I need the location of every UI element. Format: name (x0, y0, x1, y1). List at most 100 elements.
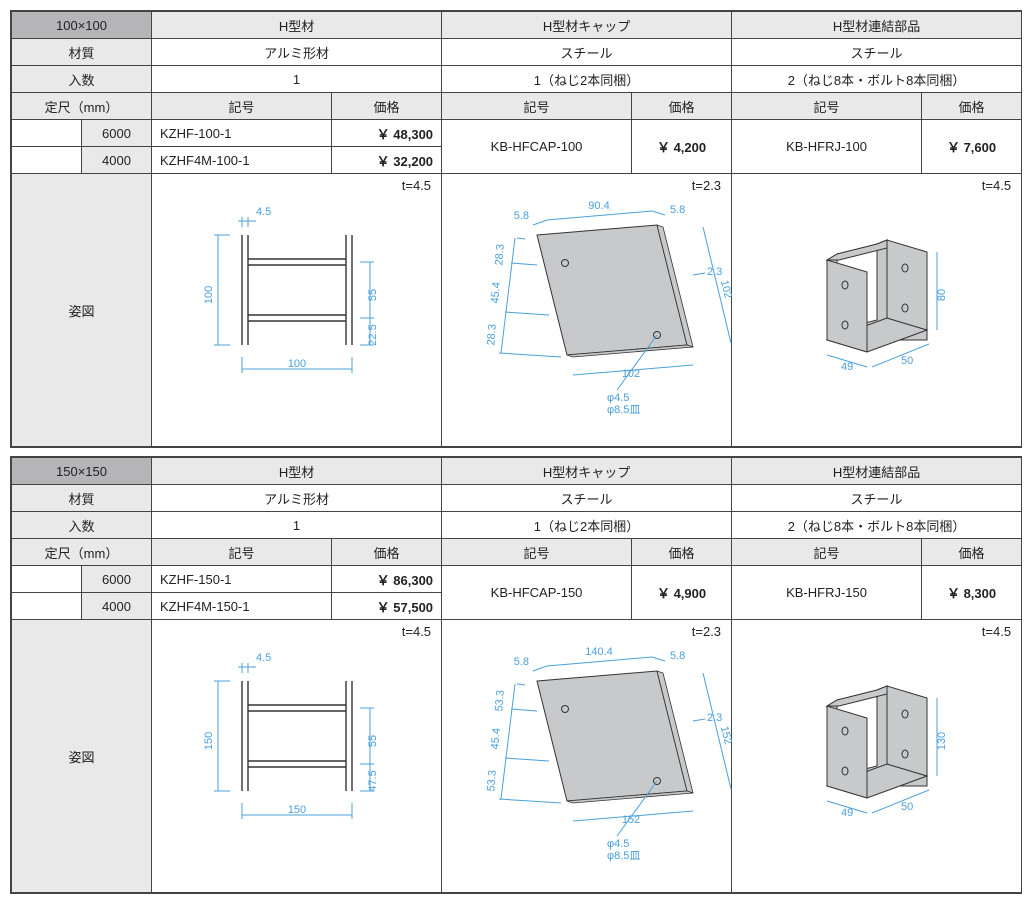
code: KB-HFRJ-100 (732, 120, 922, 174)
svg-text:152: 152 (621, 814, 639, 826)
svg-text:5.8: 5.8 (670, 204, 685, 216)
figure-hbeam: t=4.5 4.5 100 100 55 22 (152, 174, 442, 447)
length: 4000 (82, 593, 152, 620)
subhead: 価格 (332, 93, 442, 120)
cell: アルミ形材 (152, 39, 442, 66)
code: KB-HFRJ-150 (732, 566, 922, 620)
svg-text:100: 100 (287, 358, 305, 370)
subhead: 記号 (152, 93, 332, 120)
svg-text:50: 50 (901, 355, 913, 367)
price: ￥ 86,300 (332, 566, 442, 593)
cell: 1（ねじ2本同梱） (442, 66, 732, 93)
price: ￥ 7,600 (922, 120, 1022, 174)
svg-text:22.5: 22.5 (367, 324, 379, 345)
code: KB-HFCAP-100 (442, 120, 632, 174)
row-label: 入数 (12, 66, 152, 93)
svg-text:φ4.5: φ4.5 (607, 392, 629, 404)
svg-text:4.5: 4.5 (256, 652, 271, 664)
row-label: 定尺（mm） (12, 93, 152, 120)
cell: スチール (732, 485, 1022, 512)
price: ￥ 32,200 (332, 147, 442, 174)
length: 6000 (82, 566, 152, 593)
size-header: 100×100 (12, 12, 152, 39)
size-header: 150×150 (12, 458, 152, 485)
svg-text:49: 49 (841, 361, 853, 373)
col-header: H型材連結部品 (732, 12, 1022, 39)
svg-text:140.4: 140.4 (585, 646, 613, 658)
svg-text:45.4: 45.4 (489, 282, 502, 304)
thickness-note: t=4.5 (982, 178, 1011, 193)
col-header: H型材連結部品 (732, 458, 1022, 485)
cell: スチール (732, 39, 1022, 66)
svg-text:φ4.5: φ4.5 (607, 838, 629, 850)
code: KB-HFCAP-150 (442, 566, 632, 620)
cell: スチール (442, 39, 732, 66)
svg-text:5.8: 5.8 (513, 210, 528, 222)
svg-text:45.4: 45.4 (489, 728, 502, 750)
figure-label: 姿図 (12, 174, 152, 447)
svg-text:150: 150 (203, 732, 215, 750)
subhead: 価格 (922, 539, 1022, 566)
svg-text:80: 80 (936, 289, 948, 301)
subhead: 記号 (442, 93, 632, 120)
cell: アルミ形材 (152, 485, 442, 512)
figure-label: 姿図 (12, 620, 152, 893)
svg-text:φ8.5皿: φ8.5皿 (607, 404, 640, 416)
subhead: 価格 (632, 93, 732, 120)
thickness-note: t=2.3 (692, 178, 721, 193)
svg-text:55: 55 (367, 289, 379, 301)
row-label: 材質 (12, 485, 152, 512)
price: ￥ 4,200 (632, 120, 732, 174)
cell: 2（ねじ8本・ボルト8本同梱） (732, 512, 1022, 539)
thickness-note: t=4.5 (402, 624, 431, 639)
cell: 1（ねじ2本同梱） (442, 512, 732, 539)
row-label: 定尺（mm） (12, 539, 152, 566)
thickness-note: t=4.5 (982, 624, 1011, 639)
spec-table: 100×100 H型材 H型材キャップ H型材連結部品 材質 アルミ形材 スチー… (11, 11, 1022, 447)
code: KZHF-100-1 (152, 120, 332, 147)
thickness-note: t=2.3 (692, 624, 721, 639)
svg-text:5.8: 5.8 (670, 650, 685, 662)
svg-text:100: 100 (203, 286, 215, 304)
spec-block-1: 150×150 H型材 H型材キャップ H型材連結部品 材質 アルミ形材 スチー… (10, 456, 1022, 894)
svg-text:49: 49 (841, 807, 853, 819)
col-header: H型材キャップ (442, 458, 732, 485)
svg-text:150: 150 (287, 804, 305, 816)
code: KZHF4M-150-1 (152, 593, 332, 620)
svg-text:102: 102 (621, 368, 639, 380)
figure-hbeam: t=4.5 4.5 150 150 55 47 (152, 620, 442, 893)
length: 4000 (82, 147, 152, 174)
svg-text:90.4: 90.4 (588, 200, 609, 212)
svg-text:5.8: 5.8 (513, 656, 528, 668)
subhead: 記号 (152, 539, 332, 566)
svg-text:50: 50 (901, 801, 913, 813)
thickness-note: t=4.5 (402, 178, 431, 193)
row-label: 入数 (12, 512, 152, 539)
figure-cap: t=2.3 90.4 5.8 5.8 2.3 102 (442, 174, 732, 447)
svg-text:55: 55 (367, 735, 379, 747)
figure-joint: t=4.5 49 50 80 (732, 174, 1022, 447)
subhead: 価格 (922, 93, 1022, 120)
figure-joint: t=4.5 49 50 130 (732, 620, 1022, 893)
subhead: 価格 (332, 539, 442, 566)
col-header: H型材 (152, 458, 442, 485)
svg-text:28.3: 28.3 (485, 324, 498, 346)
col-header: H型材 (152, 12, 442, 39)
cell: 1 (152, 512, 442, 539)
svg-text:130: 130 (936, 732, 948, 750)
col-header: H型材キャップ (442, 12, 732, 39)
subhead: 記号 (732, 539, 922, 566)
svg-text:47.5: 47.5 (367, 770, 379, 791)
svg-text:53.3: 53.3 (485, 770, 498, 792)
row-label: 材質 (12, 39, 152, 66)
spec-block-0: 100×100 H型材 H型材キャップ H型材連結部品 材質 アルミ形材 スチー… (10, 10, 1022, 448)
price: ￥ 4,900 (632, 566, 732, 620)
price: ￥ 57,500 (332, 593, 442, 620)
cell: スチール (442, 485, 732, 512)
subhead: 記号 (442, 539, 632, 566)
subhead: 記号 (732, 93, 922, 120)
length: 6000 (82, 120, 152, 147)
svg-text:φ8.5皿: φ8.5皿 (607, 850, 640, 862)
code: KZHF-150-1 (152, 566, 332, 593)
price: ￥ 8,300 (922, 566, 1022, 620)
